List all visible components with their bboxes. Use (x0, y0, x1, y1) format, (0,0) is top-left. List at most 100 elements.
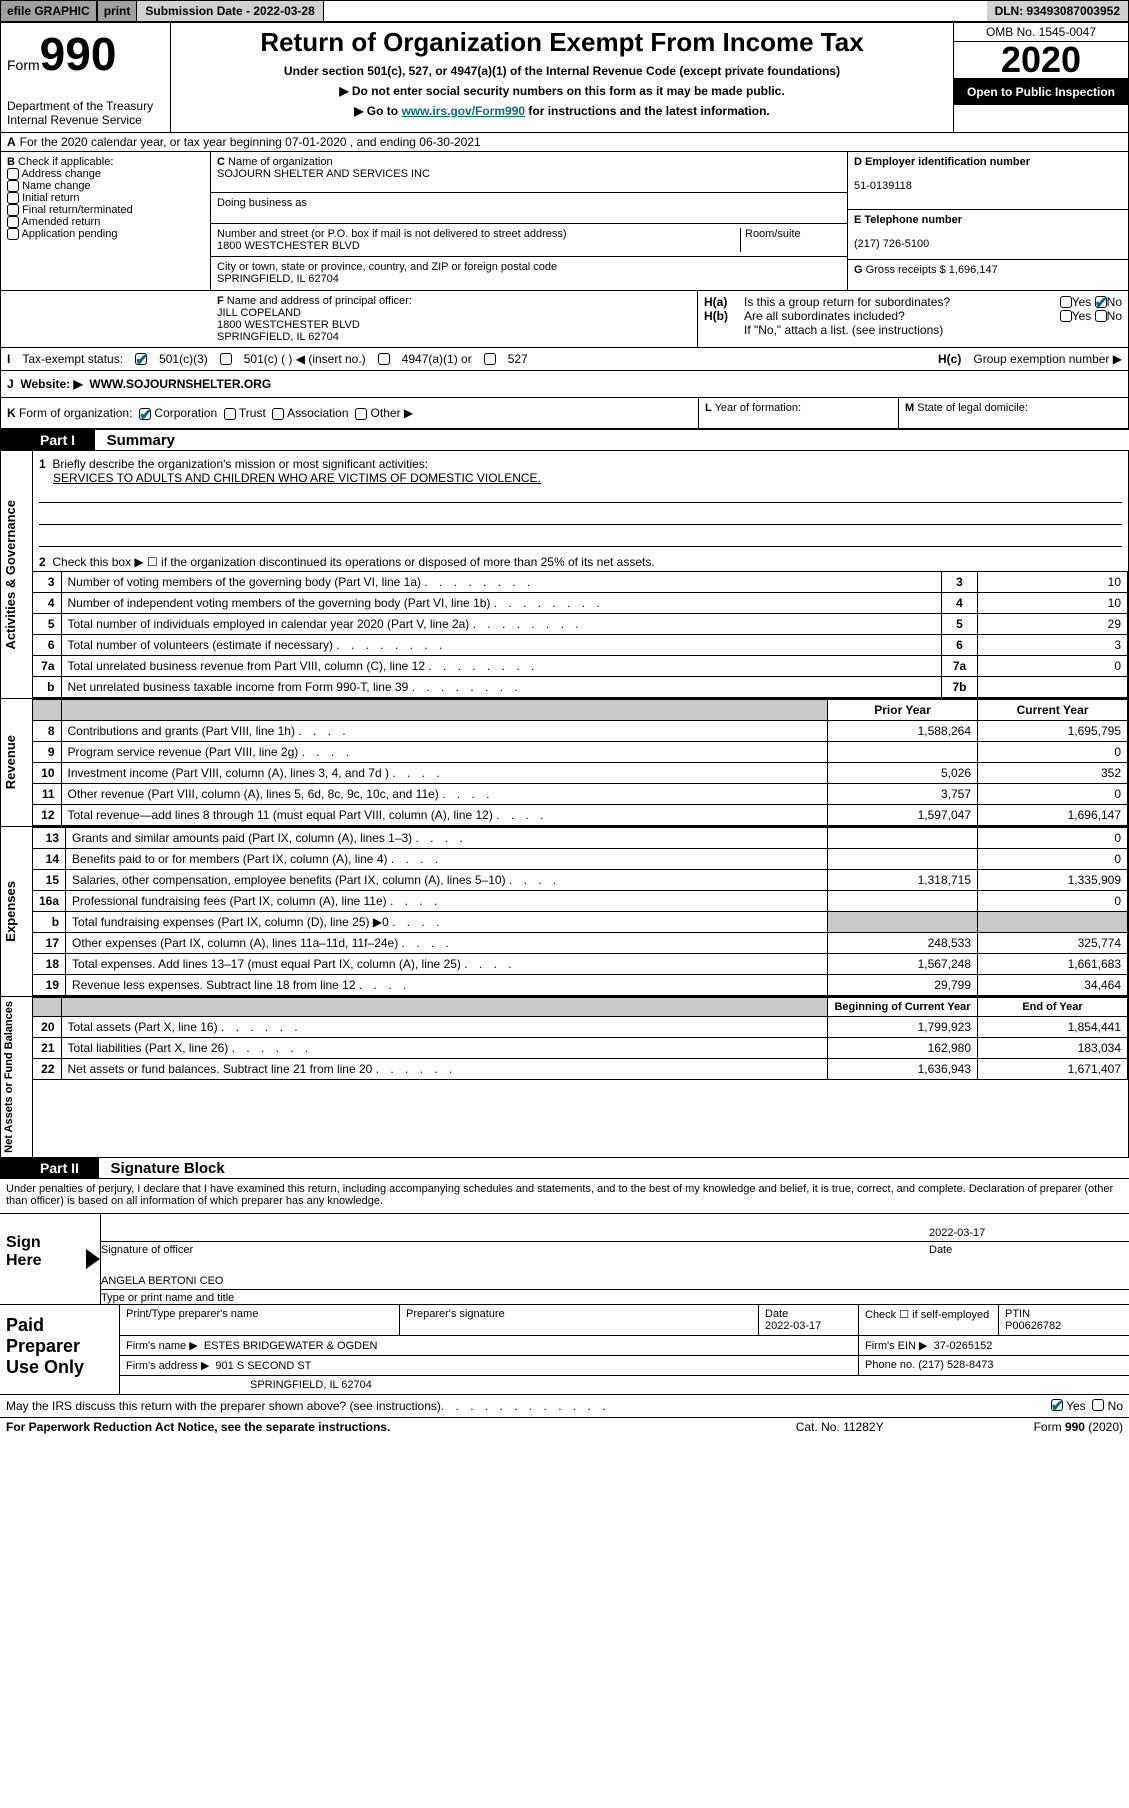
row-begin: 162,980 (828, 1037, 978, 1058)
row-prior: 5,026 (828, 762, 978, 783)
table-row: 12 Total revenue—add lines 8 through 11 … (33, 804, 1128, 825)
website-url: WWW.SOJOURNSHELTER.ORG (89, 377, 271, 391)
row-prior (828, 911, 978, 932)
part2-header: Part II (0, 1158, 99, 1178)
checkbox-final-return[interactable] (7, 204, 19, 216)
governance-table: 3 Number of voting members of the govern… (33, 571, 1128, 698)
tax-4947-checkbox[interactable] (378, 353, 390, 365)
row-current (978, 911, 1128, 932)
checkbox-amended[interactable] (7, 216, 19, 228)
mission-text: SERVICES TO ADULTS AND CHILDREN WHO ARE … (39, 471, 541, 485)
k-trust-checkbox[interactable] (224, 408, 236, 420)
table-row: 3 Number of voting members of the govern… (33, 571, 1128, 592)
row-prior (828, 741, 978, 762)
discuss-no-checkbox[interactable] (1092, 1399, 1104, 1411)
row-value: 10 (978, 592, 1128, 613)
prep-date-val: 2022-03-17 (765, 1320, 821, 1332)
m-text: State of legal domicile: (917, 402, 1028, 414)
table-row: 8 Contributions and grants (Part VIII, l… (33, 720, 1128, 741)
hb-yes-checkbox[interactable] (1060, 310, 1072, 322)
table-row: 18 Total expenses. Add lines 13–17 (must… (33, 953, 1128, 974)
tax-527-checkbox[interactable] (484, 353, 496, 365)
row-current: 1,661,683 (978, 953, 1128, 974)
head-blank-l (33, 699, 61, 720)
form-container: Form990 Department of the Treasury Inter… (0, 22, 1129, 429)
table-row: 11 Other revenue (Part VIII, column (A),… (33, 783, 1128, 804)
k-text: Form of organization: (19, 406, 132, 420)
ha-no-checkbox[interactable] (1095, 296, 1107, 308)
ha-yes-checkbox[interactable] (1060, 296, 1072, 308)
row-a: A For the 2020 calendar year, or tax yea… (1, 133, 1128, 152)
l-cell: L Year of formation: (698, 398, 898, 428)
row-text: Grants and similar amounts paid (Part IX… (66, 827, 828, 848)
row-num-r: 5 (942, 613, 978, 634)
tax-501c3-checkbox[interactable] (135, 353, 147, 365)
hb-no-checkbox[interactable] (1095, 310, 1107, 322)
form-number: 990 (40, 28, 117, 80)
open-public-badge: Open to Public Inspection (954, 79, 1128, 105)
row-num-r: 7b (942, 676, 978, 697)
ha-label: H(a) (704, 295, 744, 309)
opt-501c3: 501(c)(3) (159, 352, 208, 366)
row-end: 1,854,441 (978, 1016, 1128, 1037)
date-label: Date (929, 1244, 1129, 1256)
table-row: 14 Benefits paid to or for members (Part… (33, 848, 1128, 869)
b-heading: Check if applicable: (18, 156, 113, 168)
l-text: Year of formation: (715, 402, 801, 414)
table-head-row: Prior Year Current Year (33, 699, 1128, 720)
checkbox-application[interactable] (7, 228, 19, 240)
mission-lines (39, 485, 1122, 547)
topbar: efile GRAPHIC print Submission Date - 20… (0, 0, 1129, 22)
b-item-0: Address change (21, 168, 101, 180)
row-value (978, 676, 1128, 697)
firm-ein: 37-0265152 (934, 1340, 993, 1352)
subtitle-2: ▶ Do not enter social security numbers o… (179, 84, 945, 98)
table-head-row: Beginning of Current Year End of Year (33, 997, 1128, 1016)
irs-link[interactable]: www.irs.gov/Form990 (401, 104, 525, 118)
k-trust: Trust (239, 406, 266, 420)
row-current: 1,696,147 (978, 804, 1128, 825)
b-item-3: Final return/terminated (22, 204, 133, 216)
row-begin: 1,799,923 (828, 1016, 978, 1037)
part1-title: Summary (99, 432, 175, 449)
footer-mid: Cat. No. 11282Y (796, 1420, 884, 1434)
dln: DLN: 93493087003952 (987, 0, 1129, 22)
firm-addr2: SPRINGFIELD, IL 62704 (120, 1376, 1129, 1394)
discuss-yes-checkbox[interactable] (1051, 1399, 1063, 1411)
checkbox-address-change[interactable] (7, 168, 19, 180)
prep-selfemp: Check ☐ if self-employed (859, 1305, 999, 1335)
k-assoc-checkbox[interactable] (272, 408, 284, 420)
e-label: E Telephone number (854, 214, 962, 226)
b-item-4: Amended return (21, 216, 100, 228)
row-current: 0 (978, 827, 1128, 848)
preparer-section: Paid Preparer Use Only Print/Type prepar… (0, 1305, 1129, 1395)
tax-501c-checkbox[interactable] (220, 353, 232, 365)
tax-status-row: I Tax-exempt status: 501(c)(3) 501(c) ( … (1, 348, 1128, 371)
discuss-text: May the IRS discuss this return with the… (6, 1399, 441, 1413)
row-prior: 1,318,715 (828, 869, 978, 890)
addr-label: Number and street (or P.O. box if mail i… (217, 228, 567, 240)
revenue-vlabel: Revenue (1, 731, 20, 793)
row-current: 1,695,795 (978, 720, 1128, 741)
row-prior (828, 848, 978, 869)
row-num: b (33, 676, 61, 697)
table-row: 9 Program service revenue (Part VIII, li… (33, 741, 1128, 762)
org-name: SOJOURN SHELTER AND SERVICES INC (217, 168, 430, 180)
checkbox-name-change[interactable] (7, 180, 19, 192)
goto-post: for instructions and the latest informat… (525, 104, 770, 118)
k-corp-checkbox[interactable] (139, 408, 151, 420)
j-text: Website: ▶ (20, 377, 82, 391)
row-num: 12 (33, 804, 61, 825)
print-button[interactable]: print (97, 0, 138, 22)
table-row: 4 Number of independent voting members o… (33, 592, 1128, 613)
checkbox-initial-return[interactable] (7, 192, 19, 204)
k-other-checkbox[interactable] (355, 408, 367, 420)
sign-date: 2022-03-17 (929, 1227, 1129, 1239)
firm-addr1: 901 S SECOND ST (215, 1360, 311, 1372)
row-a-label: A (7, 135, 16, 149)
q2-text: Check this box ▶ ☐ if the organization d… (52, 555, 654, 569)
row-text: Number of independent voting members of … (61, 592, 942, 613)
b-item-5: Application pending (21, 228, 117, 240)
fh-row: F Name and address of principal officer:… (1, 291, 1128, 348)
row-current: 34,464 (978, 974, 1128, 995)
